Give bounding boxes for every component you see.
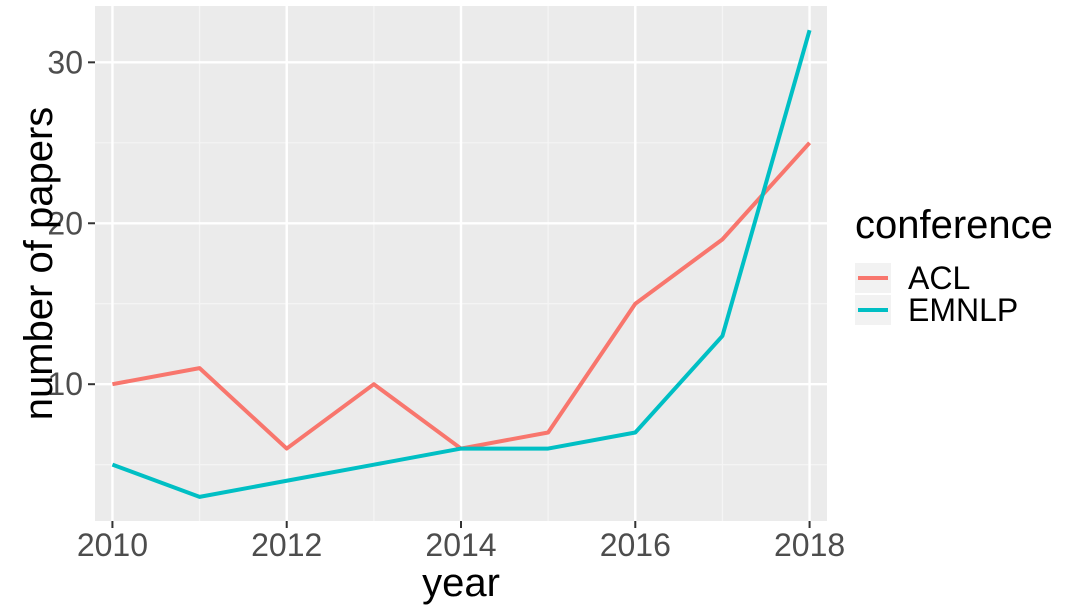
x-tick-label: 2012 — [251, 527, 322, 563]
x-tick-label: 2016 — [600, 527, 671, 563]
y-tick-label: 10 — [47, 366, 83, 402]
series-line-emnlp — [111, 29, 812, 499]
y-axis-ticks: 10 20 30 — [47, 44, 95, 402]
x-axis-title: year — [422, 561, 500, 605]
x-tick-label: 2018 — [774, 527, 845, 563]
legend-label-emnlp: EMNLP — [908, 292, 1018, 328]
grid-major — [95, 6, 827, 521]
x-axis-ticks: 2010 2012 2014 2016 2018 — [77, 521, 845, 563]
x-tick-label: 2010 — [77, 527, 148, 563]
x-tick-label: 2014 — [425, 527, 496, 563]
y-tick-label: 20 — [47, 205, 83, 241]
legend-label-acl: ACL — [908, 260, 970, 296]
series-lines — [111, 29, 812, 499]
y-axis-title: number of papers — [17, 107, 61, 421]
legend-title: conference — [855, 203, 1053, 247]
y-tick-label: 30 — [47, 44, 83, 80]
